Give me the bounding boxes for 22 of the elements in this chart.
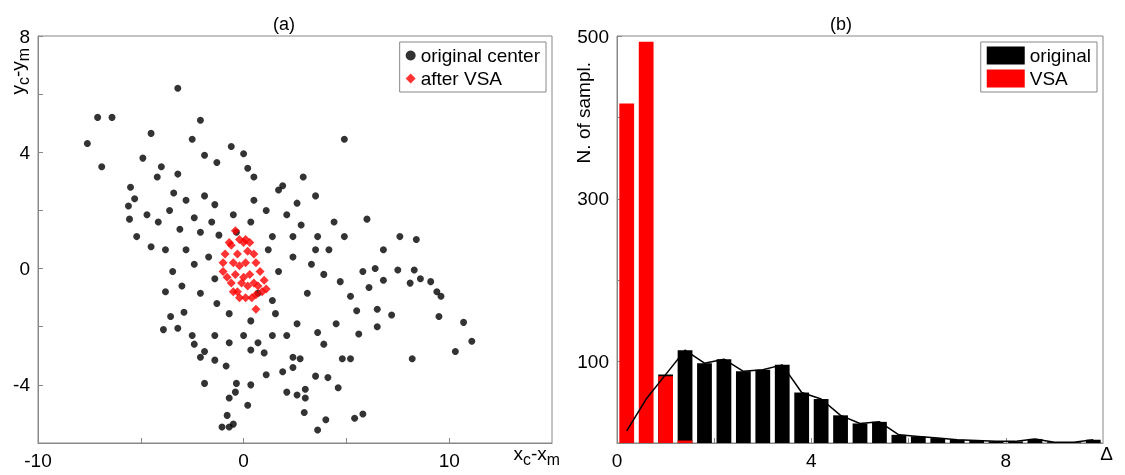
x-tick-label: 4 [806, 450, 818, 471]
x-tick-label: 10 [438, 450, 460, 471]
x-tick-label: 0 [238, 450, 249, 471]
y-tick-label: 300 [577, 188, 609, 210]
y-tick-label: 0 [19, 258, 30, 280]
legend-label: VSA [1029, 68, 1069, 89]
y-tick-label: 4 [19, 141, 31, 163]
x-tick-label: 0 [611, 450, 623, 471]
x-axis-title: x$_{c}$-x$_{m}$ [513, 443, 560, 470]
y-tick-label: -4 [13, 374, 31, 396]
x-tick-label: 8 [1000, 450, 1012, 471]
y-axis-title: N. of sampl. [573, 62, 595, 164]
legend-label: original [1029, 45, 1092, 66]
chart-title: (a) [273, 14, 295, 34]
legend-label: after VSA [420, 68, 503, 89]
chart-title: (b) [830, 14, 852, 34]
legend-label: original center [420, 45, 541, 66]
y-tick-label: 100 [577, 351, 609, 373]
y-tick-label: 500 [577, 25, 609, 47]
y-tick-label: 8 [19, 25, 30, 47]
x-tick-label: -10 [24, 450, 52, 471]
x-axis-title: Δ [1100, 443, 1113, 464]
